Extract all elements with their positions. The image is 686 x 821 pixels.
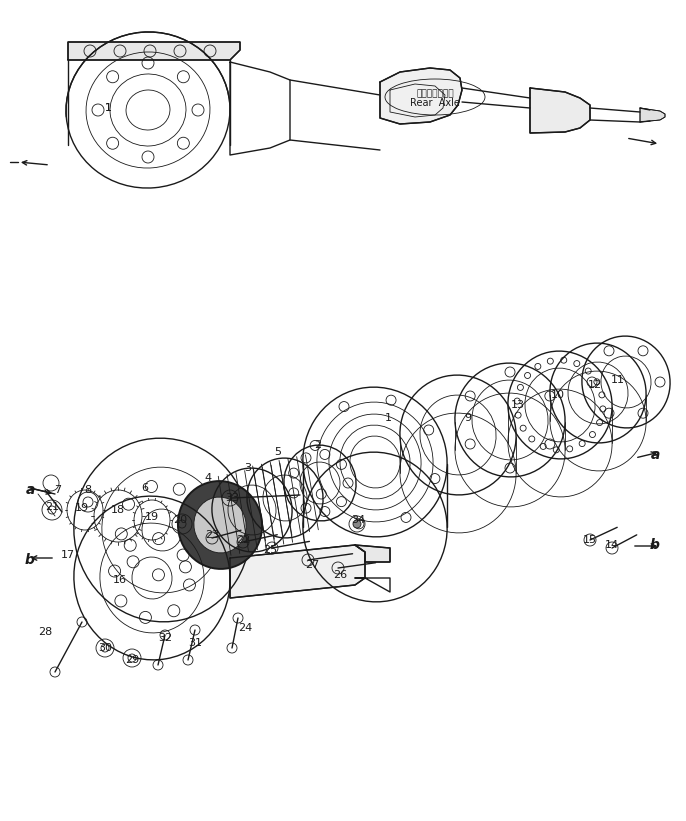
Text: 29: 29: [125, 655, 139, 665]
Polygon shape: [530, 88, 590, 133]
Text: 22: 22: [236, 535, 250, 545]
Text: 30: 30: [98, 643, 112, 653]
Circle shape: [353, 520, 361, 528]
Text: 1: 1: [384, 413, 392, 423]
Ellipse shape: [194, 497, 246, 553]
Text: 20: 20: [173, 515, 187, 525]
Polygon shape: [68, 42, 240, 60]
Text: a: a: [650, 448, 660, 462]
Text: 10: 10: [551, 390, 565, 400]
Text: 18: 18: [111, 505, 125, 515]
Text: Rear  Axle: Rear Axle: [410, 98, 460, 108]
Text: 11: 11: [611, 375, 625, 385]
Text: 6: 6: [141, 483, 148, 493]
Text: 32: 32: [158, 633, 172, 643]
Text: 21: 21: [45, 502, 59, 512]
Text: 1: 1: [104, 103, 112, 113]
Text: 12: 12: [588, 380, 602, 390]
Polygon shape: [640, 108, 665, 122]
Text: 7: 7: [54, 485, 62, 495]
Text: 3: 3: [244, 463, 252, 473]
Text: 1: 1: [104, 103, 112, 113]
Text: 13: 13: [511, 400, 525, 410]
Text: 19: 19: [145, 512, 159, 522]
Text: 31: 31: [188, 638, 202, 648]
Text: 34: 34: [351, 515, 365, 525]
Text: 24: 24: [238, 623, 252, 633]
Ellipse shape: [178, 481, 262, 569]
Text: リヤーアクスル: リヤーアクスル: [416, 89, 454, 99]
Polygon shape: [380, 68, 462, 124]
Text: 2: 2: [314, 440, 322, 450]
Text: 19: 19: [75, 503, 89, 513]
Text: 26: 26: [333, 570, 347, 580]
Text: 27: 27: [305, 560, 319, 570]
Text: 15: 15: [583, 535, 597, 545]
Text: b: b: [650, 538, 660, 552]
Text: 14: 14: [605, 540, 619, 550]
Text: a: a: [25, 483, 35, 497]
Text: 17: 17: [61, 550, 75, 560]
Text: 23: 23: [205, 530, 219, 540]
Text: 16: 16: [113, 575, 127, 585]
Polygon shape: [355, 545, 390, 562]
Polygon shape: [230, 545, 365, 598]
Text: 25: 25: [263, 545, 277, 555]
Text: 8: 8: [84, 485, 91, 495]
Text: 33: 33: [225, 493, 239, 503]
Text: 4: 4: [204, 473, 211, 483]
Text: 9: 9: [464, 413, 471, 423]
Text: 5: 5: [274, 447, 281, 457]
Text: 28: 28: [38, 627, 52, 637]
Text: b: b: [25, 553, 35, 567]
